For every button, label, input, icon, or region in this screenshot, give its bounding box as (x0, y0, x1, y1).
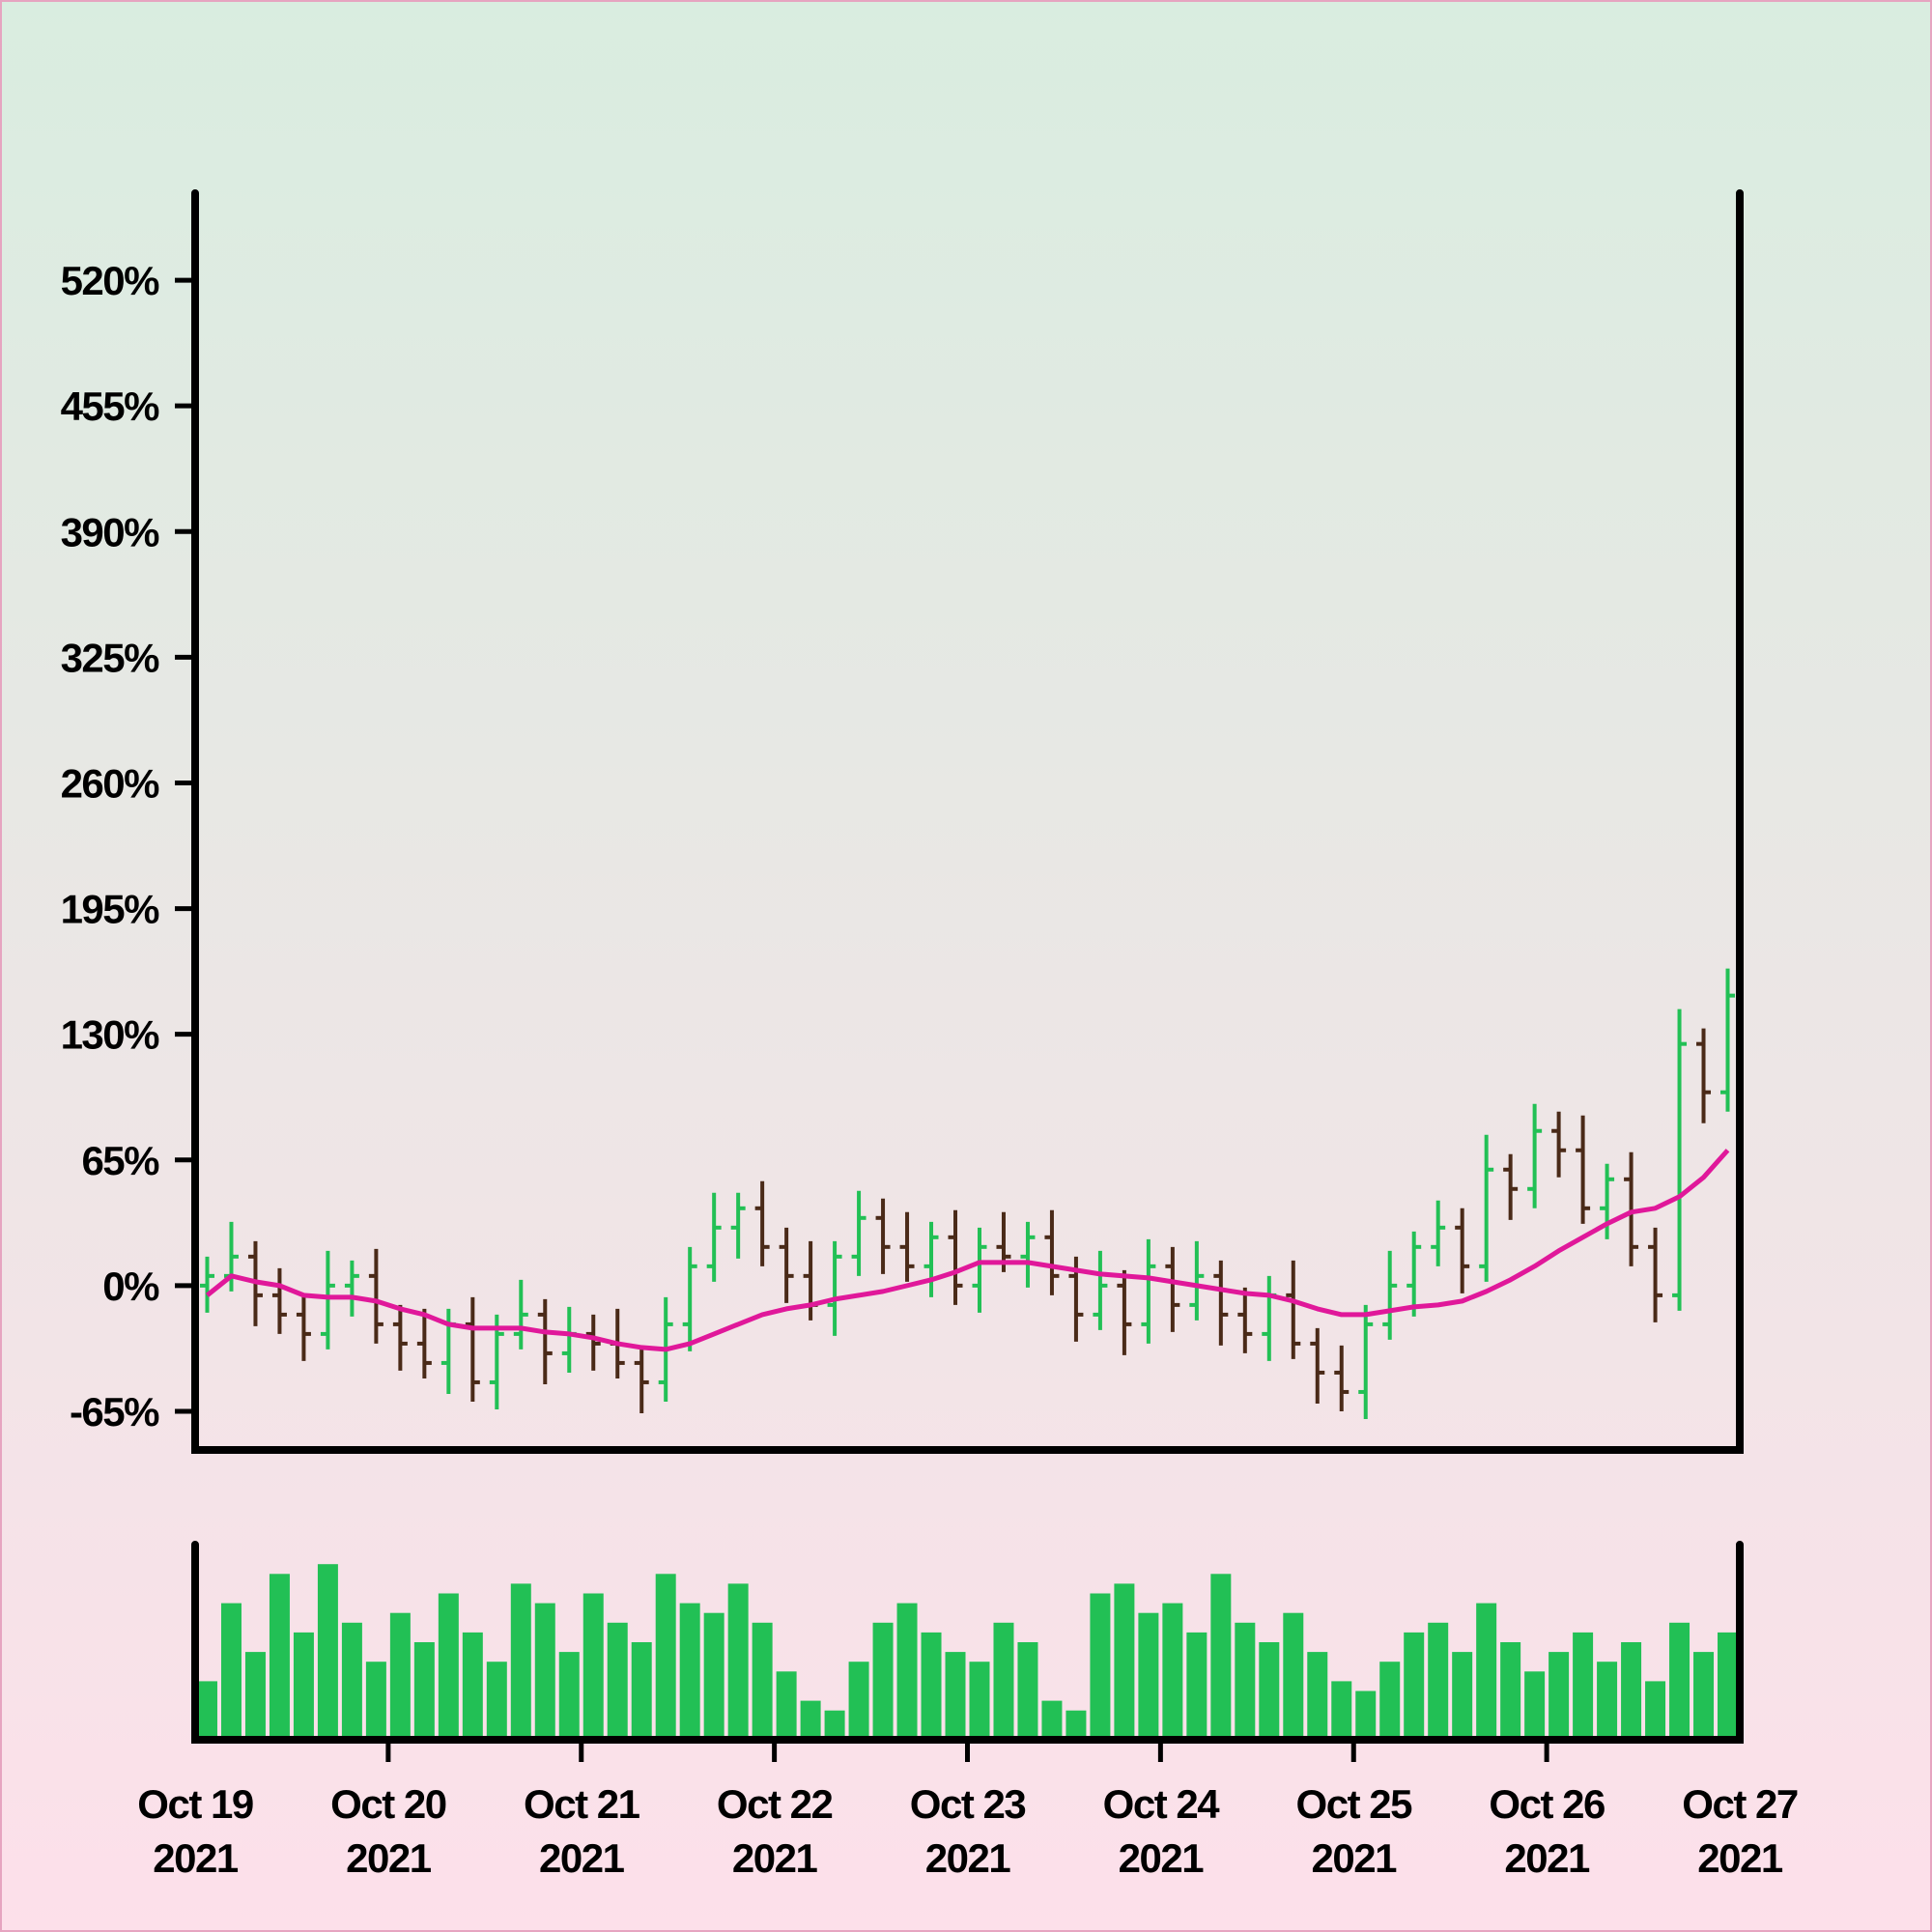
volume-bar (752, 1622, 773, 1740)
x-tick-label: Oct 24 2021 (1103, 1781, 1221, 1881)
volume-bar (1573, 1632, 1594, 1740)
y-tick-label: 130% (61, 1012, 160, 1058)
volume-bar (244, 1652, 266, 1740)
x-tick-label: Oct 22 2021 (717, 1781, 833, 1881)
x-tick-label: Oct 26 2021 (1489, 1781, 1605, 1881)
volume-bar (341, 1622, 362, 1740)
volume-bar (534, 1603, 555, 1740)
x-tick-label: Oct 27 2021 (1682, 1781, 1798, 1881)
volume-bar (1235, 1622, 1256, 1740)
y-tick-label: 0% (102, 1264, 159, 1309)
volume-bar (293, 1632, 314, 1740)
volume-bar (727, 1583, 749, 1740)
y-tick-label: 65% (81, 1138, 159, 1183)
volume-bar (1645, 1681, 1666, 1740)
volume-bar (1114, 1583, 1135, 1740)
volume-bar (1090, 1593, 1111, 1740)
volume-bar (1017, 1642, 1038, 1740)
volume-bar (462, 1632, 483, 1740)
volume-bar (1548, 1652, 1570, 1740)
volume-bar (800, 1700, 821, 1740)
x-tick-label: Oct 20 2021 (330, 1781, 446, 1881)
volume-bar (1524, 1671, 1546, 1740)
volume-bar (365, 1662, 386, 1740)
volume-bar (1041, 1700, 1063, 1740)
volume-bar (1210, 1574, 1232, 1740)
volume-bar (510, 1583, 531, 1740)
volume-bar (945, 1652, 966, 1740)
volume-bar (1283, 1612, 1304, 1740)
x-tick-label: Oct 23 2021 (910, 1781, 1026, 1881)
volume-bar (969, 1662, 990, 1740)
volume-bar (389, 1612, 411, 1740)
volume-bar (1331, 1681, 1352, 1740)
y-tick-label: 455% (61, 384, 160, 429)
price-axes (191, 189, 1744, 1454)
volume-bar (1693, 1652, 1715, 1740)
y-tick-label: -65% (70, 1389, 159, 1435)
moving-average-line (205, 1149, 1730, 1352)
volume-bar (679, 1603, 700, 1740)
y-tick-label: 390% (61, 509, 160, 554)
volume-bar (703, 1612, 724, 1740)
volume-bar (1186, 1632, 1208, 1740)
volume-bar (1621, 1642, 1642, 1740)
volume-bar (896, 1603, 918, 1740)
volume-bar (1162, 1603, 1183, 1740)
volume-bar (269, 1574, 290, 1740)
volume-bar (655, 1574, 676, 1740)
x-tick-label: Oct 21 2021 (524, 1781, 640, 1881)
y-tick-label: 520% (61, 258, 160, 303)
volume-bar (1428, 1622, 1449, 1740)
volume-bar (631, 1642, 652, 1740)
volume-bar (993, 1622, 1014, 1740)
volume-bar (1452, 1652, 1473, 1740)
volume-bar (607, 1622, 628, 1740)
volume-bar (1404, 1632, 1425, 1740)
x-tick-label: Oct 25 2021 (1296, 1781, 1413, 1881)
volume-bar (486, 1662, 507, 1740)
volume-bar (1500, 1642, 1521, 1740)
volume-bar (438, 1593, 459, 1740)
volume-bar (196, 1681, 217, 1740)
volume-bar (776, 1671, 797, 1740)
volume-bar (1259, 1642, 1280, 1740)
volume-bar (1379, 1662, 1401, 1740)
volume-bar (220, 1603, 242, 1740)
volume-bar (921, 1632, 942, 1740)
volume-bar (824, 1710, 845, 1740)
x-tick-label: Oct 19 2021 (137, 1781, 253, 1881)
volume-bar (1065, 1710, 1087, 1740)
volume-bar (582, 1593, 604, 1740)
volume-bar (1307, 1652, 1328, 1740)
marks (196, 968, 1739, 1740)
volume-bar (1597, 1662, 1618, 1740)
volume-bar (413, 1642, 435, 1740)
volume-bar (1138, 1612, 1159, 1740)
volume-bar (1669, 1622, 1690, 1740)
volume-bar (558, 1652, 580, 1740)
volume-bar (1355, 1690, 1377, 1740)
volume-bar (317, 1564, 338, 1740)
volume-bar (1476, 1603, 1497, 1740)
y-tick-label: 195% (61, 887, 160, 932)
y-tick-label: 260% (61, 760, 160, 806)
volume-bar (872, 1622, 894, 1740)
volume-bar (848, 1662, 869, 1740)
y-tick-label: 325% (61, 635, 160, 680)
volume-bar (1718, 1632, 1739, 1740)
